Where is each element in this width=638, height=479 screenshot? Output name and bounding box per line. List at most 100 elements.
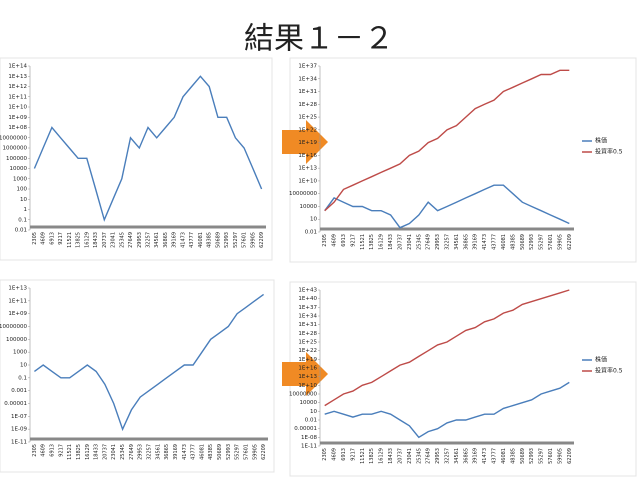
y-tick-label: 1E+11: [8, 94, 27, 100]
x-tick-label: 32257: [445, 448, 451, 464]
x-tick-label: 39169: [473, 448, 479, 464]
x-tick-label: 59905: [557, 448, 563, 464]
y-tick-label: 1E-11: [11, 440, 27, 446]
y-tick-label: 1E+37: [298, 64, 317, 70]
y-tick-label: 1E+14: [8, 64, 27, 70]
x-tick-label: 25345: [416, 448, 422, 464]
y-tick-label: 1E+43: [298, 288, 317, 294]
x-tick-label: 4609: [332, 234, 338, 247]
x-tick-label: 46081: [198, 232, 204, 248]
y-tick-label: 1E+10: [8, 105, 27, 111]
y-tick-label: 10000000: [289, 392, 317, 398]
x-tick-label: 59905: [252, 444, 258, 460]
y-tick-label: 1E+13: [8, 286, 27, 292]
x-tick-label: 11521: [360, 234, 366, 250]
x-tick-label: 32257: [146, 232, 152, 248]
x-tick-label: 4609: [41, 232, 47, 245]
arrow: [282, 120, 328, 164]
y-tick-label: 1E+12: [8, 84, 27, 90]
y-tick-label: 1E+34: [298, 314, 317, 320]
x-tick-label: 2305: [322, 234, 328, 247]
x-tick-label: 29953: [435, 448, 441, 464]
slide-title: 結果１－２: [244, 22, 394, 57]
y-tick-label: 1000: [13, 176, 27, 182]
x-tick-label: 29953: [137, 232, 143, 248]
y-tick-label: 1: [24, 207, 28, 213]
series-line: [324, 289, 570, 407]
x-tick-label: 27649: [128, 232, 134, 248]
x-tick-label: 52993: [226, 444, 232, 460]
y-tick-label: 1E+16: [298, 366, 317, 372]
x-tick-label: 57601: [548, 448, 554, 464]
x-tick-label: 11521: [67, 232, 73, 248]
legend-label: 投資率0.5: [595, 148, 623, 156]
x-tick-label: 55297: [235, 444, 241, 460]
x-tick-label: 41473: [482, 448, 488, 464]
x-tick-label: 34561: [155, 444, 161, 460]
x-tick-label: 62209: [567, 234, 573, 250]
series-line: [33, 293, 265, 432]
legend-label: 投資率0.5: [595, 367, 623, 375]
x-tick-label: 25345: [120, 444, 126, 460]
x-tick-label: 57601: [548, 234, 554, 250]
y-tick-label: 10000000: [0, 135, 27, 141]
x-tick-label: 43777: [492, 448, 498, 464]
y-tick-label: 0.1: [18, 217, 27, 223]
x-tick-label: 32257: [147, 444, 153, 460]
y-tick-label: 1E+25: [298, 115, 317, 121]
x-tick-label: 20737: [397, 234, 403, 250]
series-line: [324, 381, 570, 439]
x-tick-label: 27649: [426, 448, 432, 464]
x-tick-label: 41473: [182, 444, 188, 460]
x-tick-label: 25345: [416, 234, 422, 250]
panel: [0, 279, 275, 473]
legend-label: 株価: [595, 137, 607, 145]
x-tick-label: 46081: [501, 448, 507, 464]
y-tick-label: 1E-07: [11, 414, 27, 420]
x-tick-label: 32257: [445, 234, 451, 250]
x-tick-label: 29953: [138, 444, 144, 460]
x-tick-label: 27649: [426, 234, 432, 250]
x-tick-label: 62209: [567, 448, 573, 464]
y-tick-label: 1E+31: [298, 89, 317, 95]
y-tick-label: 1E+09: [8, 115, 27, 121]
x-tick-label: 48385: [510, 448, 516, 464]
x-tick-label: 18433: [388, 234, 394, 250]
x-tick-label: 36865: [463, 448, 469, 464]
x-tick-label: 39169: [172, 232, 178, 248]
x-tick-label: 27649: [129, 444, 135, 460]
x-tick-label: 2305: [32, 232, 38, 245]
x-tick-label: 16129: [84, 232, 90, 248]
series-line: [33, 75, 263, 222]
y-tick-label: 1E+22: [298, 127, 317, 133]
x-tick-label: 50689: [520, 234, 526, 250]
y-tick-label: 1E+13: [298, 374, 317, 380]
x-tick-label: 2305: [32, 444, 38, 457]
y-tick-label: 1000000: [3, 146, 28, 152]
x-tick-label: 57601: [243, 444, 249, 460]
y-tick-label: 0.01: [305, 418, 317, 424]
x-tick-label: 2305: [322, 448, 328, 461]
x-tick-label: 23041: [407, 234, 413, 250]
x-tick-label: 39169: [473, 234, 479, 250]
y-tick-label: 1E+19: [298, 357, 317, 363]
x-tick-label: 48385: [510, 234, 516, 250]
x-tick-label: 18433: [388, 448, 394, 464]
y-tick-label: 1E+22: [298, 348, 317, 354]
y-tick-label: 1E+13: [298, 166, 317, 172]
y-tick-label: 1E-09: [11, 427, 27, 433]
y-tick-label: 1E+16: [298, 153, 317, 159]
y-tick-label: 1E+37: [298, 305, 317, 311]
x-tick-label: 55297: [539, 234, 545, 250]
x-tick-label: 16129: [379, 448, 385, 464]
x-tick-label: 50689: [217, 444, 223, 460]
x-tick-label: 13825: [369, 234, 375, 250]
x-tick-label: 34561: [454, 234, 460, 250]
y-tick-label: 1E+31: [298, 322, 317, 328]
x-tick-label: 55297: [233, 232, 239, 248]
y-tick-label: 0.1: [18, 375, 27, 381]
y-tick-label: 10: [310, 217, 317, 223]
y-tick-label: 1E-11: [301, 444, 317, 450]
x-tick-label: 6913: [49, 232, 55, 245]
